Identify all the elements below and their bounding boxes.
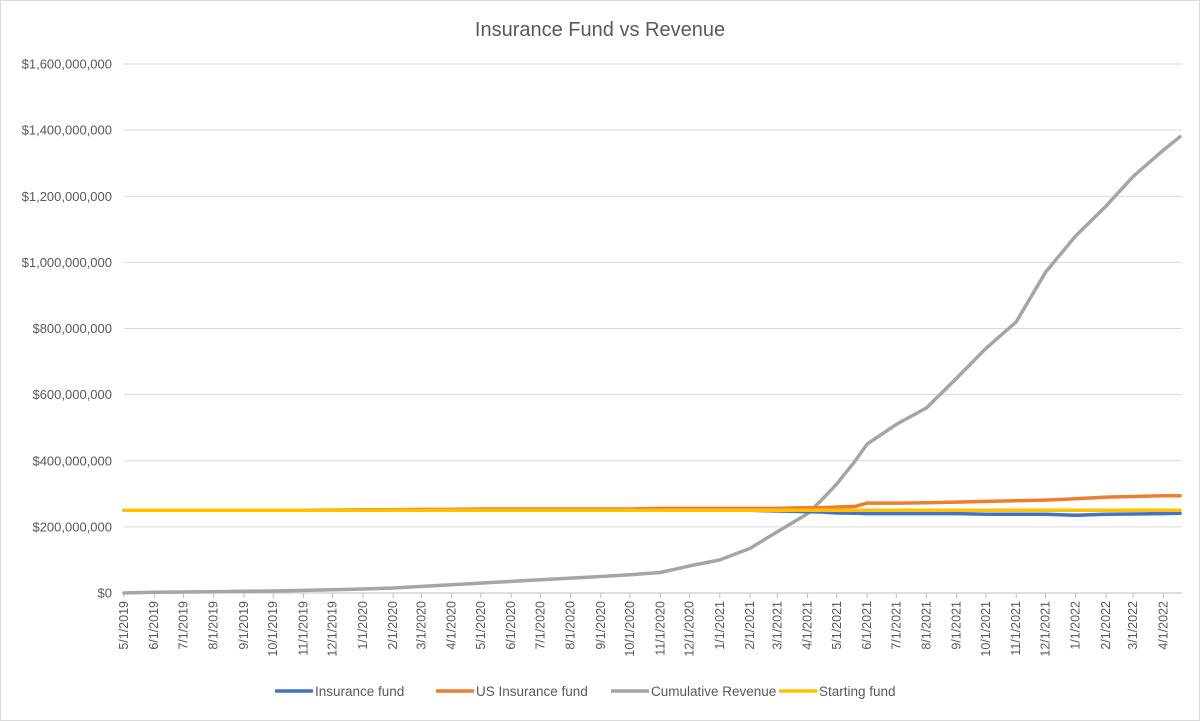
x-tick-label: 4/1/2020 xyxy=(445,601,459,650)
x-tick-label: 6/1/2021 xyxy=(860,601,874,650)
x-tick-label: 7/1/2019 xyxy=(176,601,190,650)
chart-title: Insurance Fund vs Revenue xyxy=(475,19,725,41)
x-tick-label: 8/1/2021 xyxy=(920,601,934,650)
x-tick-label: 7/1/2021 xyxy=(889,601,903,650)
x-tick-label: 7/1/2020 xyxy=(533,601,547,650)
x-tick-label: 8/1/2019 xyxy=(207,601,221,650)
x-tick-label: 6/1/2020 xyxy=(504,601,518,650)
x-tick-label: 10/1/2021 xyxy=(979,601,993,657)
x-tick-label: 2/1/2021 xyxy=(743,601,757,650)
x-tick-label: 2/1/2020 xyxy=(386,601,400,650)
y-tick-label: $0 xyxy=(98,586,112,601)
y-tick-label: $1,000,000,000 xyxy=(22,255,112,270)
legend-label: US Insurance fund xyxy=(476,684,588,699)
x-tick-label: 1/1/2022 xyxy=(1069,601,1083,650)
x-tick-label: 8/1/2020 xyxy=(564,601,578,650)
x-tick-label: 3/1/2021 xyxy=(770,601,784,650)
x-tick-label: 9/1/2021 xyxy=(950,601,964,650)
x-tick-label: 5/1/2020 xyxy=(474,601,488,650)
x-tick-label: 4/1/2022 xyxy=(1156,601,1170,650)
series-line-cumulative-revenue xyxy=(122,134,1182,595)
legend-label: Cumulative Revenue xyxy=(651,684,776,699)
y-tick-label: $1,400,000,000 xyxy=(22,123,112,138)
x-tick-label: 3/1/2020 xyxy=(414,601,428,650)
x-tick-label: 3/1/2022 xyxy=(1126,601,1140,650)
y-axis-tick-labels: $0 $200,000,000 $400,000,000 $600,000,000 $8… xyxy=(22,57,112,601)
y-tick-label: $200,000,000 xyxy=(32,519,112,534)
x-tick-label: 1/1/2021 xyxy=(713,601,727,650)
legend-label: Insurance fund xyxy=(315,684,404,699)
y-tick-label: $600,000,000 xyxy=(32,387,112,402)
y-tick-label: $800,000,000 xyxy=(32,321,112,336)
x-tick-label: 11/1/2021 xyxy=(1009,601,1023,656)
x-tick-label: 5/1/2019 xyxy=(117,601,131,650)
x-tick-label: 6/1/2019 xyxy=(147,601,161,650)
x-tick-label: 9/1/2019 xyxy=(237,601,251,650)
x-tick-label: 1/1/2020 xyxy=(356,601,370,650)
x-tick-label: 10/1/2019 xyxy=(266,601,280,657)
x-tick-label: 4/1/2021 xyxy=(801,601,815,650)
x-tick-label: 12/1/2021 xyxy=(1038,601,1052,657)
y-tick-label: $1,600,000,000 xyxy=(22,57,112,72)
x-axis: 5/1/2019 6/1/2019 7/1/2019 8/1/2019 9/1/2019… xyxy=(117,592,1182,657)
x-tick-label: 12/1/2020 xyxy=(683,601,697,657)
x-tick-label: 11/1/2020 xyxy=(653,601,667,656)
x-tick-label: 11/1/2019 xyxy=(296,601,310,656)
gridlines xyxy=(124,63,1182,528)
x-tick-label: 10/1/2020 xyxy=(623,601,637,657)
legend: Insurance fund US Insurance fund Cumulativ… xyxy=(275,684,896,699)
legend-label: Starting fund xyxy=(819,684,896,699)
x-tick-label: 5/1/2021 xyxy=(830,601,844,650)
y-tick-label: $1,200,000,000 xyxy=(22,189,112,204)
x-tick-label: 12/1/2019 xyxy=(326,601,340,657)
series-lines xyxy=(122,134,1182,595)
x-tick-label: 9/1/2020 xyxy=(594,601,608,650)
series-line-us-insurance-fund xyxy=(122,494,1182,513)
x-tick-label: 2/1/2022 xyxy=(1099,601,1113,650)
y-tick-label: $400,000,000 xyxy=(32,453,112,468)
